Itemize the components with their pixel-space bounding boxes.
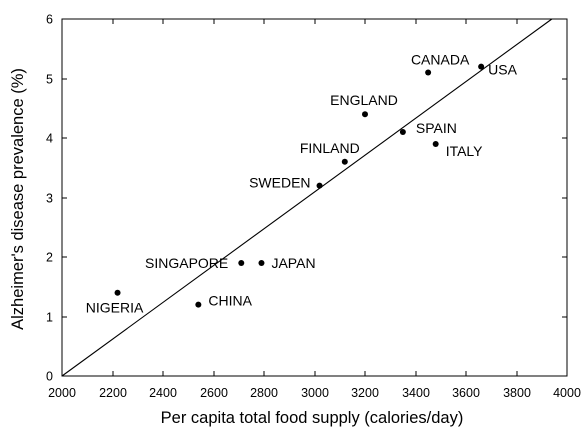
y-tick-label: 1 <box>46 311 53 325</box>
x-tick-label: 3400 <box>402 386 430 400</box>
x-tick-label: 3200 <box>351 386 379 400</box>
data-point <box>432 140 439 147</box>
x-tick-label: 2000 <box>48 386 76 400</box>
x-tick-label: 3600 <box>452 386 480 400</box>
data-point-label: CHINA <box>208 293 252 309</box>
y-tick-label: 5 <box>46 73 53 87</box>
y-tick-label: 4 <box>46 132 53 146</box>
trend-line <box>61 18 553 377</box>
x-axis-title: Per capita total food supply (calories/d… <box>161 409 464 427</box>
data-point <box>425 69 432 76</box>
data-point-label: SPAIN <box>416 120 457 136</box>
x-tick-label: 2800 <box>250 386 278 400</box>
data-point <box>258 259 265 266</box>
y-tick-label: 6 <box>46 13 53 27</box>
x-axis-tick-labels: 2000 2200 2400 2600 2800 3000 3200 3400 3600 3800… <box>48 386 581 400</box>
trend-line-layer <box>61 18 553 377</box>
y-axis-title: Alzheimer's disease prevalence (%) <box>9 68 27 330</box>
data-point-label: CANADA <box>411 52 470 68</box>
y-tick-label: 2 <box>46 251 53 265</box>
data-point <box>362 111 368 118</box>
x-tick-label: 3800 <box>503 386 531 400</box>
data-point-markers <box>114 63 485 308</box>
data-point-label: ITALY <box>446 143 483 159</box>
x-tick-label: 2200 <box>99 386 127 400</box>
y-tick-label: 3 <box>46 192 53 206</box>
data-point <box>114 289 121 296</box>
data-point <box>478 63 485 70</box>
data-point-labels: NIGERIA CHINA SINGAPORE JAPAN SWEDEN FINLAND E… <box>86 52 518 316</box>
x-tick-label: 2600 <box>200 386 228 400</box>
data-point <box>341 158 348 165</box>
data-point-label: SINGAPORE <box>145 255 228 271</box>
y-axis-tick-labels: 0 1 2 3 4 5 6 <box>46 13 53 384</box>
data-point <box>399 129 406 136</box>
data-point-label: NIGERIA <box>86 300 144 316</box>
y-tick-label: 0 <box>46 370 53 384</box>
data-point <box>195 301 202 308</box>
data-point-label: SWEDEN <box>249 175 310 191</box>
data-point <box>238 259 245 266</box>
x-tick-label: 4000 <box>553 386 581 400</box>
data-point-label: JAPAN <box>271 255 315 271</box>
data-point-label: ENGLAND <box>330 92 398 108</box>
x-tick-label: 2400 <box>149 386 177 400</box>
data-point-label: USA <box>488 62 517 78</box>
data-point <box>316 182 323 189</box>
x-tick-label: 3000 <box>301 386 329 400</box>
data-point-label: FINLAND <box>300 140 360 156</box>
plot-area-frame <box>61 18 568 377</box>
